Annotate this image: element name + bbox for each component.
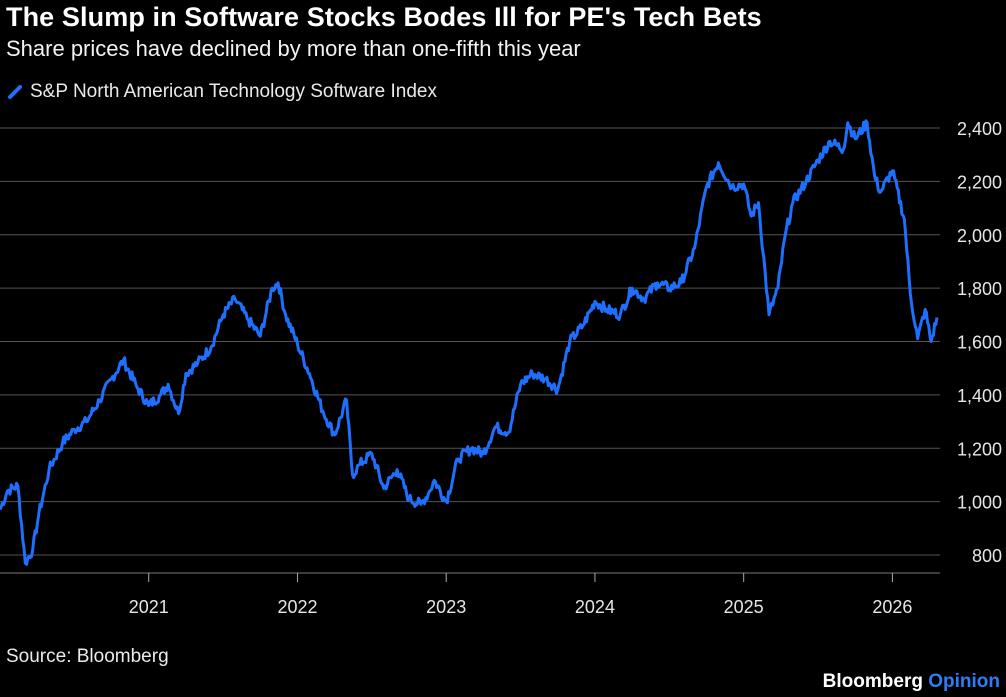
legend-swatch-icon (8, 85, 22, 99)
y-tick-label: 2,200 (957, 172, 1002, 192)
chart-subtitle: Share prices have declined by more than … (6, 36, 581, 61)
x-tick-label: 2022 (277, 597, 317, 617)
source-note: Source: Bloomberg (6, 646, 169, 667)
chart-legend: S&P North American Technology Software I… (8, 81, 437, 103)
chart-title: The Slump in Software Stocks Bodes Ill f… (6, 2, 762, 32)
y-axis: 800 1,000 1,200 1,400 1,600 1,800 2,000 2,200 2,… (957, 119, 1002, 566)
series-line-software-index (0, 119, 939, 566)
x-tick-label: 2024 (575, 597, 615, 617)
brand-secondary: Opinion (928, 671, 1000, 692)
y-tick-label: 2,000 (957, 226, 1002, 246)
y-tick-label: 2,400 (957, 119, 1002, 139)
y-tick-label: 1,600 (957, 333, 1002, 353)
x-tick-label: 2025 (724, 597, 764, 617)
legend-label: S&P North American Technology Software I… (30, 81, 437, 102)
y-tick-label: 1,800 (957, 279, 1002, 299)
brand-primary: Bloomberg (822, 671, 923, 692)
x-tick-label: 2021 (129, 597, 169, 617)
x-axis: 2021 2022 2023 2024 2025 2026 (0, 572, 940, 617)
series-group (0, 119, 939, 566)
x-tick-label: 2026 (872, 597, 912, 617)
y-tick-label: 1,000 (957, 493, 1002, 513)
y-tick-label: 800 (972, 546, 1002, 566)
x-tick-label: 2023 (426, 597, 466, 617)
y-tick-label: 1,400 (957, 386, 1002, 406)
y-tick-label: 1,200 (957, 439, 1002, 459)
brand-logo: Bloomberg Opinion (823, 671, 1000, 693)
